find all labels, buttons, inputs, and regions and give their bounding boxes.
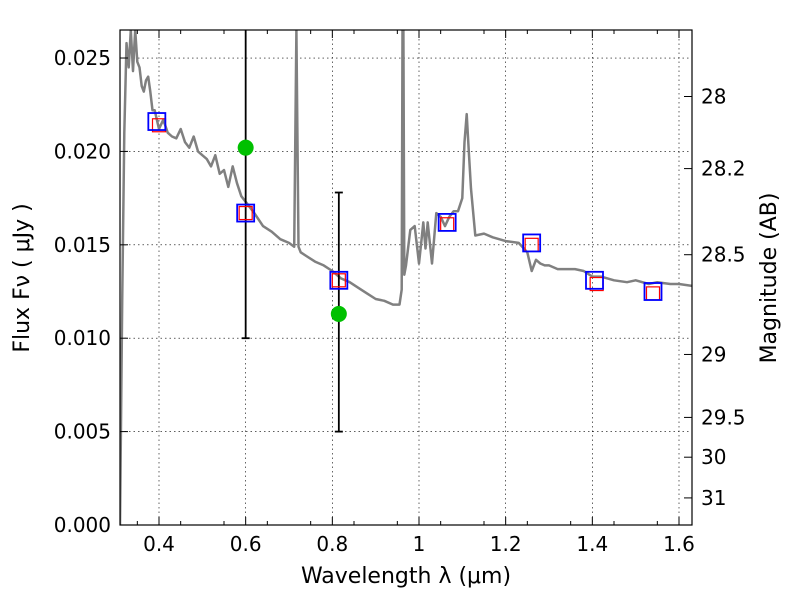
y2-tick-label: 31 [701, 486, 726, 510]
y-tick-label: 0.020 [54, 139, 111, 163]
y2-tick-label: 28.5 [701, 243, 746, 267]
detection-point [330, 305, 347, 322]
observed-square [585, 270, 604, 290]
observed-square [643, 282, 663, 301]
y2-tick-label: 29.5 [701, 405, 746, 429]
y-tick-label: 0.015 [54, 233, 111, 257]
y2-tick-label: 28.2 [701, 157, 746, 181]
x-tick-label: 1.6 [663, 532, 695, 556]
model-square [238, 205, 253, 221]
y-axis-label: Flux Fν ( μJy ) [10, 203, 35, 352]
y-tick-label: 0.010 [54, 326, 111, 350]
y-tick-label: 0.005 [54, 420, 111, 444]
observed-square [329, 270, 349, 290]
observed-square [522, 233, 542, 253]
x-tick-label: 1.2 [490, 532, 522, 556]
markers [147, 112, 663, 322]
x-axis-label: Wavelength λ (μm) [301, 564, 511, 589]
x-tick-label: 0.4 [143, 532, 175, 556]
observed-square [147, 112, 167, 131]
detection-point [237, 139, 254, 156]
ticks: 0.4 0.6 0.8 1 1.2 1.4 1.6 0.000 0.005 0.010 0.015 0… [54, 30, 746, 556]
spectrum-line [120, 30, 692, 525]
observed-square [236, 203, 256, 223]
y2-tick-label: 30 [701, 445, 726, 469]
x-tick-label: 0.8 [316, 532, 348, 556]
x-tick-label: 1 [413, 532, 426, 556]
observed-square [437, 212, 457, 232]
y2-tick-label: 28 [701, 84, 726, 108]
y2-axis-label: Magnitude (AB) [757, 193, 782, 364]
plot-frame [119, 29, 693, 526]
x-tick-label: 0.6 [230, 532, 262, 556]
model-square [331, 273, 346, 288]
spectrum-layer [120, 30, 692, 525]
y-tick-label: 0.025 [54, 46, 111, 70]
y2-tick-label: 29 [701, 342, 726, 366]
x-tick-label: 1.4 [576, 532, 608, 556]
y-tick-label: 0.000 [54, 513, 111, 537]
